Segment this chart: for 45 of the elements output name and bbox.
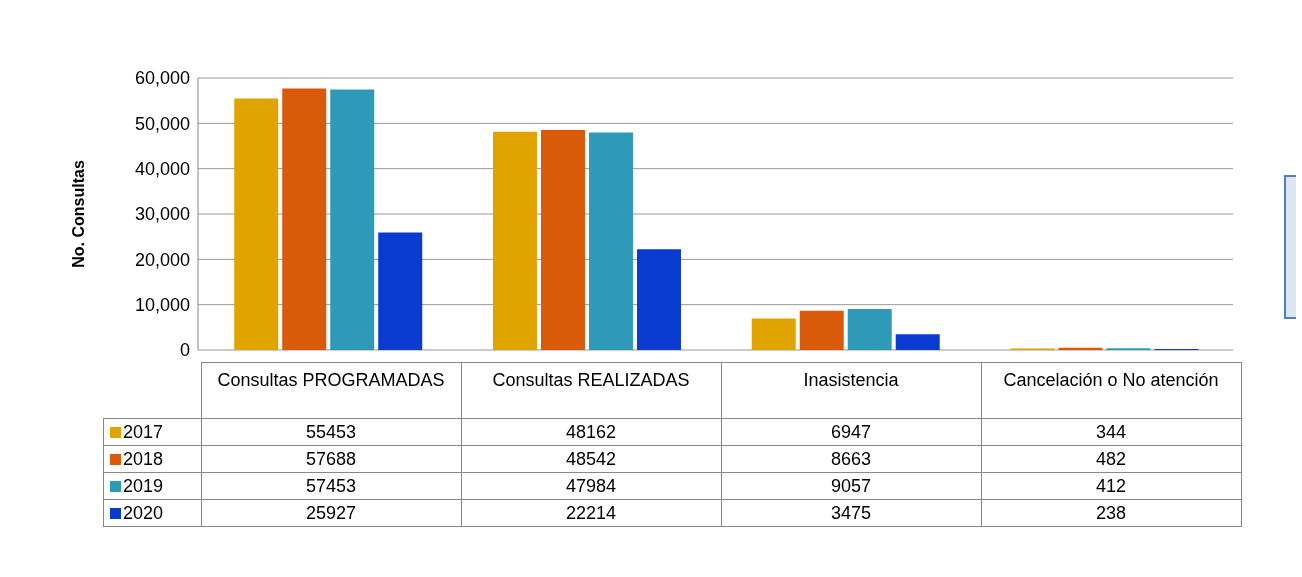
data-label: 8663 <box>721 445 981 473</box>
bar <box>282 88 327 350</box>
y-tick-label: 40,000 <box>134 159 190 180</box>
y-tick-label: 30,000 <box>134 204 190 225</box>
x-tick-label: Consultas REALIZADAS <box>461 362 721 419</box>
bar <box>378 232 423 350</box>
data-label: 47984 <box>461 472 721 500</box>
data-label: 482 <box>981 445 1241 473</box>
bar <box>895 334 940 350</box>
x-tick-label: Inasistencia <box>721 362 981 419</box>
bar <box>1058 347 1103 350</box>
data-label: 25927 <box>201 499 461 527</box>
legend-label: 2019 <box>103 472 201 500</box>
y-tick-label: 10,000 <box>134 295 190 316</box>
data-label: 238 <box>981 499 1241 527</box>
bar <box>847 308 892 350</box>
data-label: 55453 <box>201 418 461 446</box>
data-label: 48542 <box>461 445 721 473</box>
x-tick-label: Cancelación o No atención <box>981 362 1241 419</box>
data-label: 9057 <box>721 472 981 500</box>
legend-label: 2017 <box>103 418 201 446</box>
bar <box>799 310 844 350</box>
data-label: 22214 <box>461 499 721 527</box>
bar <box>751 318 796 350</box>
legend-label: 2018 <box>103 445 201 473</box>
data-label: 344 <box>981 418 1241 446</box>
y-tick-label: 20,000 <box>134 249 190 270</box>
bar <box>330 89 375 350</box>
data-label: 57688 <box>201 445 461 473</box>
bar <box>492 131 537 350</box>
x-tick-label: Consultas PROGRAMADAS <box>201 362 461 419</box>
y-tick-label: 60,000 <box>134 68 190 89</box>
y-tick-label: 0 <box>179 340 190 361</box>
data-label: 3475 <box>721 499 981 527</box>
bar <box>234 98 279 350</box>
data-label: 6947 <box>721 418 981 446</box>
bar <box>540 129 585 350</box>
data-label: 48162 <box>461 418 721 446</box>
legend-label: 2020 <box>103 499 201 527</box>
data-label: 412 <box>981 472 1241 500</box>
y-axis-title: No. Consultas <box>69 160 87 268</box>
y-tick-label: 50,000 <box>134 113 190 134</box>
bar <box>636 249 681 350</box>
bar <box>588 132 633 350</box>
data-label: 57453 <box>201 472 461 500</box>
